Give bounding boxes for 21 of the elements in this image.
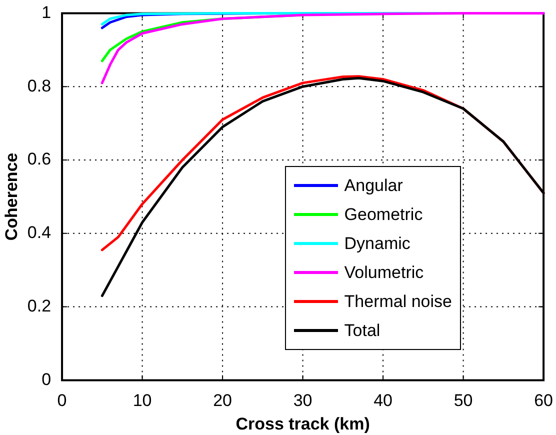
legend-label: Angular	[344, 176, 403, 196]
legend-label: Thermal noise	[344, 292, 452, 312]
y-tick-label: 0.8	[27, 76, 52, 96]
x-tick-label: 60	[534, 391, 554, 410]
y-tick-label: 0	[42, 370, 52, 389]
legend-label: Dynamic	[344, 234, 410, 254]
x-tick-label: 40	[374, 391, 392, 410]
y-tick-label: 0.2	[27, 296, 52, 316]
x-tick-label: 30	[293, 391, 312, 410]
x-axis-title: Cross track (km)	[236, 414, 370, 434]
y-tick-label: 0.6	[27, 150, 52, 169]
y-tick-label: 1	[42, 2, 52, 22]
y-tick-label: 0.4	[27, 223, 52, 242]
x-tick-label: 10	[132, 391, 152, 410]
x-tick-label: 20	[213, 391, 232, 410]
x-tick-label: 0	[57, 391, 67, 410]
legend-label: Geometric	[344, 204, 423, 224]
y-axis-title: Coherence	[2, 152, 21, 241]
legend-label: Total	[344, 320, 380, 340]
legend-label: Volumetric	[344, 262, 424, 282]
x-tick-label: 50	[454, 391, 473, 410]
